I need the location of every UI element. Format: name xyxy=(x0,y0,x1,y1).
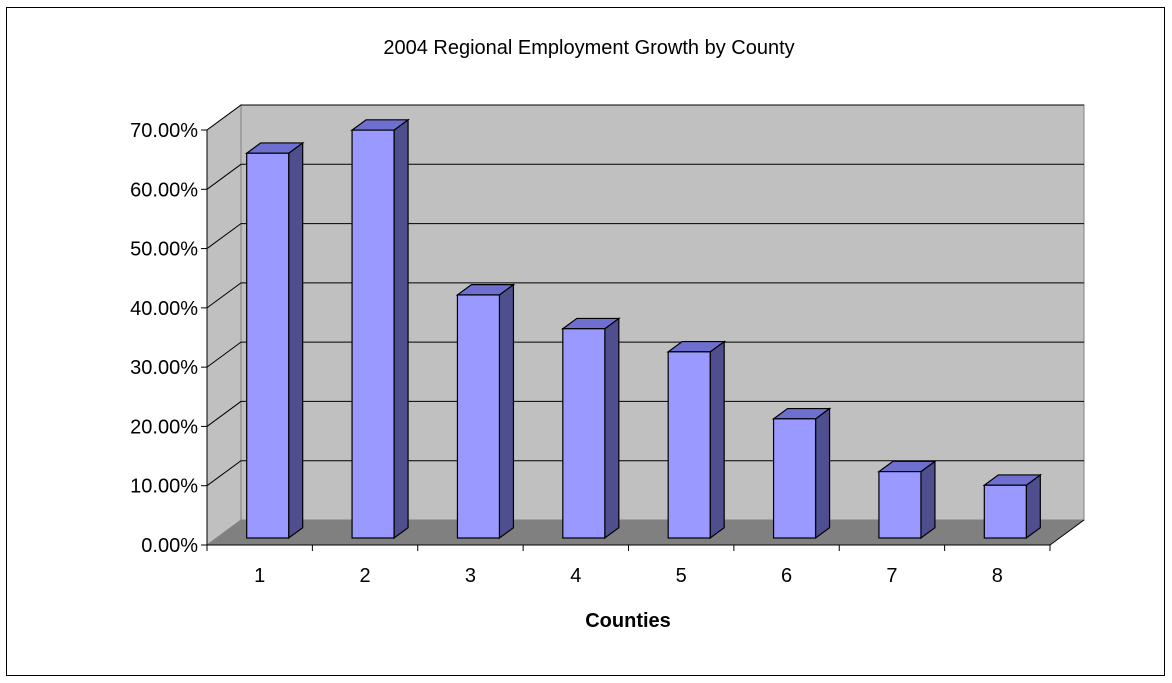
x-tick-label: 6 xyxy=(781,565,792,587)
y-tick-label: 70.00% xyxy=(130,120,198,142)
floor-edge xyxy=(1049,519,1085,546)
bar-front xyxy=(246,152,290,539)
gridline xyxy=(206,282,1084,309)
x-tick-label: 4 xyxy=(570,565,581,587)
bar-front xyxy=(983,484,1027,539)
y-tick-label: 20.00% xyxy=(130,416,198,438)
x-tick-label: 3 xyxy=(465,565,476,587)
y-tick-labels: 0.00% 10.00% 20.00% 30.00% 40.00% 50.00% 60.00… xyxy=(130,120,198,557)
gridline xyxy=(206,223,1084,249)
bar-side xyxy=(920,460,936,540)
bar xyxy=(982,473,1043,540)
bar-front xyxy=(878,471,922,539)
bar xyxy=(877,460,937,540)
bar-side xyxy=(393,118,409,540)
plot-walls xyxy=(206,104,1085,546)
bar xyxy=(350,118,410,540)
bar-side xyxy=(498,283,515,540)
x-tick-label: 1 xyxy=(254,565,265,587)
x-axis-title: Counties xyxy=(585,610,671,632)
x-tick-label: 2 xyxy=(360,565,371,587)
bar xyxy=(771,407,832,540)
bar-front xyxy=(562,328,606,539)
y-tick-label: 60.00% xyxy=(130,179,198,201)
y-tick-label: 30.00% xyxy=(130,357,198,379)
bars xyxy=(244,118,1043,540)
bar xyxy=(455,283,516,540)
axes xyxy=(201,129,1085,551)
bar-front xyxy=(772,418,817,539)
chart-title: 2004 Regional Employment Growth by Count… xyxy=(383,37,794,59)
y-tick-label: 10.00% xyxy=(130,476,198,498)
gridline xyxy=(206,400,1084,427)
x-tick-labels: 1 2 3 4 5 6 7 8 xyxy=(254,565,1003,587)
y-tick-label: 0.00% xyxy=(141,535,198,557)
gridline xyxy=(206,104,1084,131)
gridlines xyxy=(206,104,1084,487)
x-tick-label: 7 xyxy=(886,565,897,587)
bar-front xyxy=(456,294,501,539)
bar-front xyxy=(667,351,711,539)
y-tick-label: 50.00% xyxy=(130,239,198,261)
x-tick-label: 8 xyxy=(992,565,1003,587)
bar-side xyxy=(288,141,304,540)
y-tick-label: 40.00% xyxy=(130,298,198,320)
bar xyxy=(666,340,727,540)
side-wall xyxy=(206,104,242,546)
bar-side xyxy=(604,317,620,540)
floor xyxy=(207,520,1084,545)
bar-front xyxy=(351,129,395,539)
bar-side xyxy=(814,407,831,540)
bar xyxy=(244,141,305,540)
gridline xyxy=(206,163,1084,190)
gridline xyxy=(206,341,1084,368)
bar-side xyxy=(709,340,725,540)
x-tick-label: 5 xyxy=(676,565,687,587)
bar xyxy=(560,317,621,540)
